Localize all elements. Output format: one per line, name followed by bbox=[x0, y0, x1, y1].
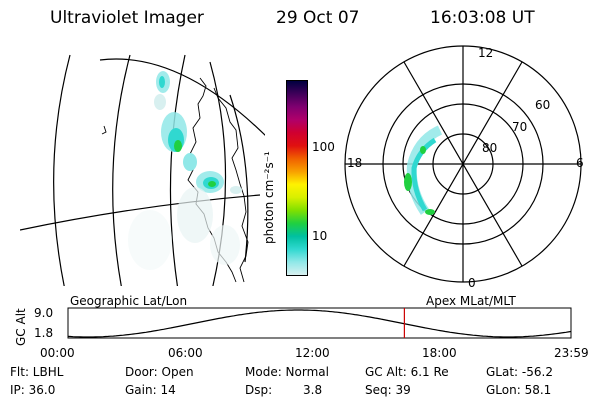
apex-title: Apex MLat/MLT bbox=[426, 294, 516, 308]
time-tick-1: 06:00 bbox=[168, 346, 203, 360]
ip-info: IP: 36.0 bbox=[10, 383, 56, 397]
colorbar-tick-100: 100 bbox=[312, 140, 335, 154]
glon-info: GLon: 58.1 bbox=[486, 383, 552, 397]
app-title: Ultraviolet Imager bbox=[50, 8, 204, 28]
time-tick-4: 23:59 bbox=[554, 346, 589, 360]
colorbar bbox=[286, 80, 308, 276]
colorbar-tick-10: 10 bbox=[312, 229, 328, 243]
mlt-label-bottom: 0 bbox=[468, 276, 476, 290]
flt-info: Flt: LBHL bbox=[10, 365, 64, 379]
dsp-value: 3.8 bbox=[303, 383, 323, 397]
geographic-title: Geographic Lat/Lon bbox=[70, 294, 188, 308]
lat-label-60: 60 bbox=[535, 98, 551, 112]
mlt-label-right: 6 bbox=[576, 156, 584, 170]
altitude-ymin: 1.8 bbox=[34, 326, 54, 340]
time-tick-3: 18:00 bbox=[422, 346, 457, 360]
mlt-label-top: 12 bbox=[478, 46, 494, 60]
colorbar-label: photon cm⁻²s⁻¹ bbox=[262, 151, 276, 244]
date-label: 29 Oct 07 bbox=[276, 8, 360, 28]
dsp-label: Dsp: bbox=[245, 383, 273, 397]
door-info: Door: Open bbox=[125, 365, 194, 379]
time-tick-0: 00:00 bbox=[40, 346, 75, 360]
gcalt-info: GC Alt: 6.1 Re bbox=[365, 365, 449, 379]
gain-info: Gain: 14 bbox=[125, 383, 176, 397]
altitude-ymax: 9.0 bbox=[34, 306, 54, 320]
mlt-label-left: 18 bbox=[347, 156, 363, 170]
altitude-axis-label: GC Alt bbox=[14, 308, 28, 346]
seq-info: Seq: 39 bbox=[365, 383, 411, 397]
time-tick-2: 12:00 bbox=[295, 346, 330, 360]
lat-label-70: 70 bbox=[512, 120, 528, 134]
lat-label-80: 80 bbox=[482, 141, 498, 155]
mode-info: Mode: Normal bbox=[245, 365, 329, 379]
glat-info: GLat: -56.2 bbox=[486, 365, 553, 379]
time-label: 16:03:08 UT bbox=[430, 8, 535, 28]
